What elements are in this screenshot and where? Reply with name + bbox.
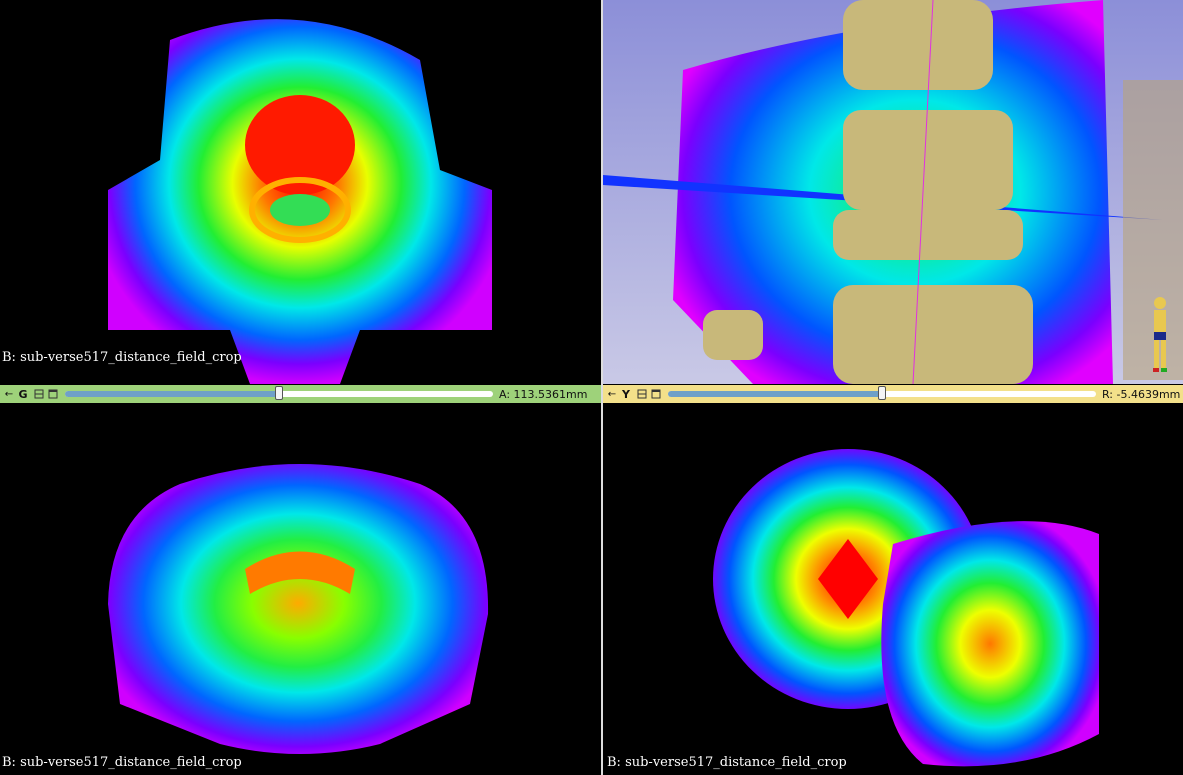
green-slice-controller: ← G A: 113.5361mm bbox=[0, 385, 601, 403]
slice-slider-fill bbox=[65, 391, 279, 397]
distance-field-image-axial bbox=[108, 19, 492, 384]
view-letter: Y bbox=[622, 387, 630, 401]
slice-slider-thumb[interactable] bbox=[275, 386, 283, 400]
3d-rendering bbox=[603, 0, 1183, 384]
view-label: B: sub-verse517_distance_field_crop bbox=[2, 350, 242, 365]
pin-icon[interactable]: ← bbox=[4, 388, 14, 400]
slice-slider-thumb[interactable] bbox=[878, 386, 886, 400]
sagittal-slice-view[interactable]: B: sub-verse517_distance_field_crop bbox=[603, 404, 1183, 775]
pin-icon[interactable]: ← bbox=[607, 388, 617, 400]
axial-slice-view[interactable]: B: sub-verse517_distance_field_crop bbox=[0, 0, 601, 384]
slice-slider-fill bbox=[668, 391, 882, 397]
link-icon[interactable] bbox=[33, 388, 45, 400]
view-label: B: sub-verse517_distance_field_crop bbox=[2, 755, 242, 770]
slice-slider[interactable] bbox=[668, 386, 1096, 400]
window-icon[interactable] bbox=[47, 388, 59, 400]
coronal-slice-view[interactable]: B: sub-verse517_distance_field_crop bbox=[0, 404, 601, 775]
slice-offset-readout: A: 113.5361mm bbox=[499, 387, 588, 401]
distance-field-image-sagittal bbox=[713, 449, 1099, 767]
view-letter: G bbox=[18, 387, 28, 401]
view-label: B: sub-verse517_distance_field_crop bbox=[607, 755, 847, 770]
slice-offset-readout: R: -5.4639mm bbox=[1102, 387, 1181, 401]
human-figure-icon bbox=[1148, 295, 1172, 375]
3d-view[interactable] bbox=[603, 0, 1183, 384]
distance-field-image-coronal bbox=[108, 464, 489, 754]
slice-slider[interactable] bbox=[65, 386, 493, 400]
yellow-slice-controller: ← Y R: -5.4639mm bbox=[603, 385, 1183, 403]
window-icon[interactable] bbox=[650, 388, 662, 400]
link-icon[interactable] bbox=[636, 388, 648, 400]
vertical-divider bbox=[601, 0, 603, 775]
